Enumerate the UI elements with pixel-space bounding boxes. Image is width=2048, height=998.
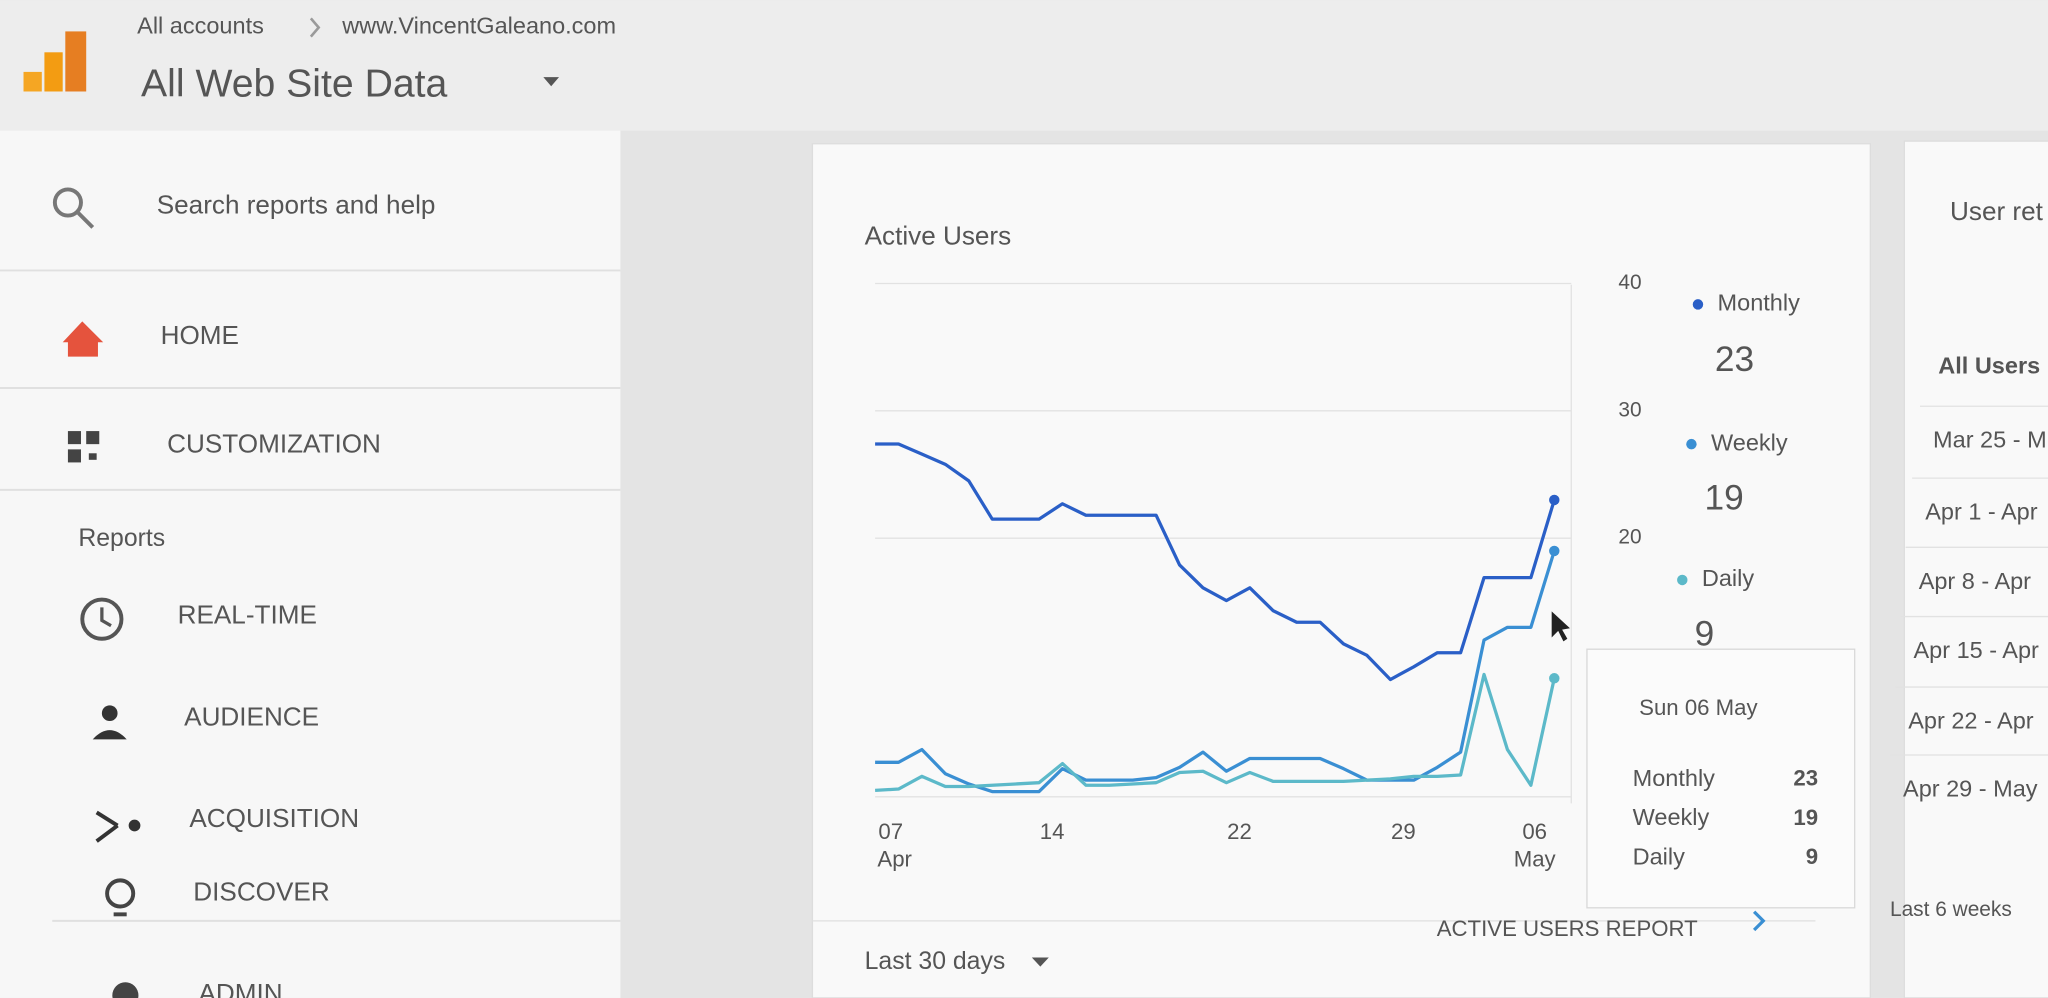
x-tick-month: Apr [877,847,912,872]
series-line [875,672,1556,792]
legend-dot [1686,438,1697,450]
audience-icon[interactable] [92,705,127,740]
nav-home[interactable]: HOME [161,320,239,350]
admin-icon[interactable] [112,982,139,998]
legend-value: 19 [1704,479,1743,518]
report-link[interactable]: ACTIVE USERS REPORT [1437,916,1698,941]
nav-admin[interactable]: ADMIN [199,978,283,998]
tooltip-value: 19 [1793,805,1818,830]
tooltip-rows: Monthly 23 Weekly 19 Daily 9 [1633,765,1818,869]
x-tick-label: 14 [1040,819,1065,844]
retention-title: User ret [1950,196,2044,226]
retention-card [1903,140,2048,998]
view-title[interactable]: All Web Site Data [141,63,447,106]
nav-audience[interactable]: AUDIENCE [184,701,319,731]
section-label: Reports [78,525,165,552]
nav-customization[interactable]: CUSTOMIZATION [167,428,381,458]
retention-segment: All Users [1938,352,2040,378]
tooltip-label: Monthly [1633,765,1716,791]
breadcrumb[interactable]: All accounts [137,13,264,39]
legend-dot [1692,299,1704,310]
y-tick-label: 20 [1618,526,1641,549]
legend-value: 9 [1695,614,1715,653]
retention-footer[interactable]: Last 6 weeks [1890,898,2012,921]
retention-row: Apr 8 - Apr [1919,568,2031,594]
retention-row: Apr 1 - Apr [1925,499,2037,525]
end-point [1549,545,1560,557]
x-tick-label: 07 [878,819,903,844]
plot: 20 30 40 07 Apr 14 22 29 06 May [875,271,1642,872]
date-range[interactable]: Last 30 days [865,948,1006,975]
end-point [1549,494,1560,506]
card-title: Active Users [865,221,1012,251]
retention-row: Mar 25 - M [1933,427,2047,453]
customization-icon[interactable] [67,431,100,463]
nav-discover[interactable]: DISCOVER [193,876,329,906]
tooltip-date: Sun 06 May [1639,695,1758,720]
search-icon[interactable] [52,187,95,229]
cursor [1551,611,1570,642]
x-tick-month: May [1514,847,1557,872]
legend-dot [1677,574,1688,586]
x-tick-label: 29 [1391,819,1416,844]
acquisition-icon[interactable] [95,810,141,843]
breadcrumb-separator [309,17,321,38]
date-range-arrow[interactable] [1031,957,1049,967]
nav-realtime[interactable]: REAL-TIME [178,599,317,629]
legend-label: Monthly [1718,290,1801,316]
header [0,0,2048,131]
breadcrumb[interactable]: www.VincentGaleano.com [341,13,616,39]
tooltip-label: Weekly [1633,804,1710,830]
y-tick-label: 40 [1618,271,1641,294]
realtime-icon[interactable] [80,597,124,641]
series-line [875,442,1556,682]
sidebar-dividers [0,269,621,922]
legend-value: 23 [1715,340,1754,379]
tooltip-value: 9 [1806,844,1818,869]
series-line [875,550,1556,794]
legend: Monthly 23 Weekly 19 Daily 9 [1677,290,1801,653]
retention-row: Apr 29 - May [1903,775,2038,801]
end-point [1549,673,1560,684]
tooltip-label: Daily [1633,843,1685,869]
tooltip [1586,648,1856,909]
logo [23,31,87,92]
search-input[interactable]: Search reports and help [157,189,436,219]
discover-icon[interactable] [105,878,136,917]
x-tick-label: 06 [1522,819,1547,844]
legend-label: Daily [1702,565,1754,591]
retention-row: Apr 22 - Apr [1908,708,2034,734]
legend-label: Weekly [1711,429,1788,455]
home-icon[interactable] [62,321,104,357]
x-tick-label: 22 [1227,819,1252,844]
tooltip-value: 23 [1793,766,1818,791]
nav-acquisition[interactable]: ACQUISITION [189,803,359,833]
y-tick-label: 30 [1618,398,1641,421]
retention-row: Apr 15 - Apr [1913,637,2039,663]
dropdown-arrow[interactable] [543,77,560,87]
sidebar [0,130,621,998]
link-chevron[interactable] [1752,910,1766,932]
retention-rows: Mar 25 - M Apr 1 - Apr Apr 8 - Apr Apr 15 -… [1889,405,2048,801]
